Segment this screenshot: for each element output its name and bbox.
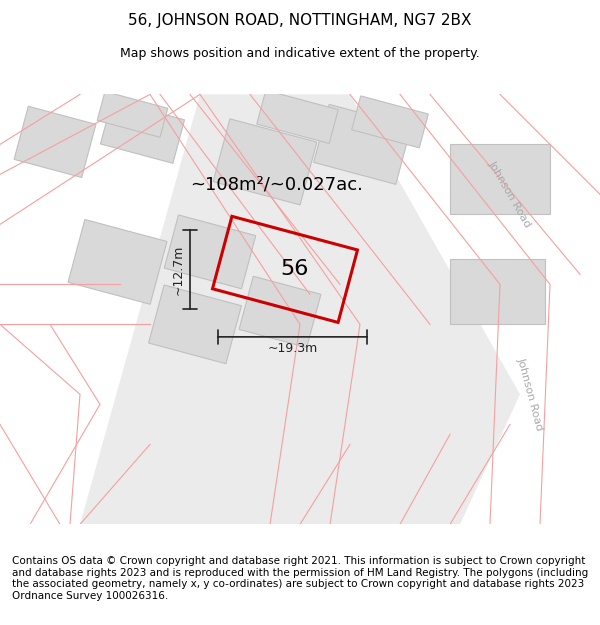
Polygon shape (450, 259, 545, 324)
Polygon shape (100, 101, 185, 163)
Polygon shape (149, 285, 241, 364)
Polygon shape (213, 119, 317, 205)
Text: ~19.3m: ~19.3m (268, 342, 317, 356)
Polygon shape (80, 94, 520, 524)
Text: Map shows position and indicative extent of the property.: Map shows position and indicative extent… (120, 48, 480, 61)
Polygon shape (97, 91, 168, 138)
Polygon shape (68, 219, 167, 304)
Text: 56, JOHNSON ROAD, NOTTINGHAM, NG7 2BX: 56, JOHNSON ROAD, NOTTINGHAM, NG7 2BX (128, 14, 472, 29)
Text: ~108m²/~0.027ac.: ~108m²/~0.027ac. (190, 176, 363, 193)
Text: Johnson Road: Johnson Road (515, 357, 545, 432)
Polygon shape (350, 94, 600, 394)
Polygon shape (14, 106, 96, 178)
Polygon shape (314, 104, 412, 184)
Text: ~12.7m: ~12.7m (172, 244, 185, 294)
Text: Johnson Road: Johnson Road (487, 159, 533, 229)
Polygon shape (460, 394, 600, 524)
Polygon shape (239, 276, 321, 348)
Polygon shape (352, 96, 428, 148)
Polygon shape (0, 94, 200, 524)
Polygon shape (450, 144, 550, 214)
Text: 56: 56 (281, 259, 309, 279)
Polygon shape (164, 215, 256, 289)
Text: Contains OS data © Crown copyright and database right 2021. This information is : Contains OS data © Crown copyright and d… (12, 556, 588, 601)
Polygon shape (257, 90, 338, 144)
